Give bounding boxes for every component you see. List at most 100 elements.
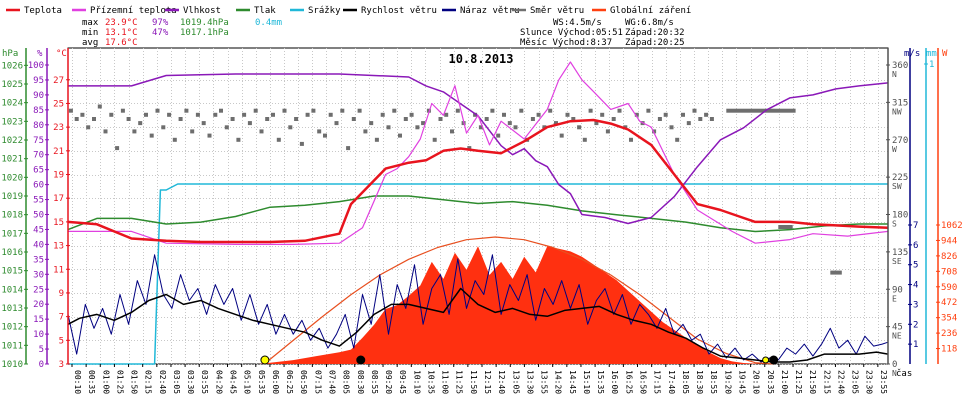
x-tick-label: 02:40 bbox=[158, 370, 167, 394]
x-tick-label: 01:25 bbox=[115, 370, 124, 394]
wind-direction-point bbox=[484, 117, 489, 121]
wind-direction-point bbox=[207, 133, 212, 138]
wind-direction-point bbox=[681, 112, 685, 117]
x-tick-label: 18:55 bbox=[709, 370, 718, 394]
axis-dir-compass: SW bbox=[892, 182, 902, 191]
legend-label: Srážky bbox=[308, 6, 341, 16]
axis-pct-tick-label: 45 bbox=[33, 225, 44, 235]
wind-direction-point bbox=[634, 112, 639, 117]
legend: Teplota Přízemní teplota Vlhkost Tlak Srážky… bbox=[6, 6, 691, 16]
x-tick-label: 18:05 bbox=[681, 370, 690, 394]
x-tick-label: 00:35 bbox=[87, 370, 96, 394]
wind-direction-point bbox=[92, 117, 96, 121]
axis-hpa-tick-label: 1025 bbox=[1, 80, 23, 90]
wind-direction-point bbox=[594, 121, 599, 126]
wind-direction-point bbox=[675, 137, 680, 142]
x-tick-label: 18:30 bbox=[695, 370, 704, 394]
axis-pct-tick-label: 95 bbox=[33, 76, 44, 86]
wind-direction-point bbox=[317, 129, 322, 134]
axis-wind-tick-label: 2 bbox=[913, 320, 918, 330]
x-tick-label: 16:50 bbox=[639, 370, 648, 394]
summary-value: min bbox=[82, 28, 98, 38]
wind-direction-point bbox=[219, 108, 223, 113]
wind-direction-point bbox=[305, 112, 310, 117]
legend-label: Teplota bbox=[24, 6, 62, 16]
x-tick-label: 01:00 bbox=[101, 370, 110, 394]
wind-direction-point bbox=[97, 104, 102, 109]
axis-dir-tick-label: 0 bbox=[892, 360, 897, 370]
axis-temp-tick-label: 3 bbox=[59, 360, 64, 370]
x-tick-label: 19:45 bbox=[737, 370, 746, 394]
x-tick-label: 06:00 bbox=[271, 370, 280, 394]
legend-label: Vlhkost bbox=[183, 6, 221, 16]
wind-direction-point bbox=[351, 117, 356, 121]
wind-direction-point bbox=[438, 117, 443, 121]
wind-direction-point bbox=[473, 112, 478, 117]
wind-direction-point bbox=[392, 108, 397, 113]
wind-direction-point bbox=[282, 108, 287, 113]
wind-direction-point bbox=[299, 141, 304, 146]
wind-direction-point bbox=[646, 108, 651, 113]
legend-label: Směr větru bbox=[530, 6, 584, 16]
axis-wind-tick-label: 1 bbox=[913, 340, 918, 350]
wind-direction-point bbox=[346, 146, 351, 151]
series-teplota bbox=[67, 118, 889, 244]
summary-value: 17.6°C bbox=[105, 38, 138, 48]
x-tick-label: 06:25 bbox=[285, 370, 294, 394]
summary-value: avg bbox=[82, 38, 98, 48]
wind-direction-point bbox=[103, 129, 108, 134]
series-tlak bbox=[67, 195, 888, 233]
x-tick-label: 21:50 bbox=[808, 370, 817, 394]
wind-direction-point bbox=[669, 125, 674, 130]
summary-value: 97% bbox=[152, 18, 169, 28]
wind-direction-point bbox=[629, 137, 633, 142]
axis-wind-tick-label: 6 bbox=[913, 241, 918, 251]
axis-wind-tick-label: 5 bbox=[913, 261, 918, 271]
wind-direction-point bbox=[144, 112, 148, 117]
axis-hpa-tick-label: 1021 bbox=[1, 155, 23, 165]
axis-hpa-tick-label: 1011 bbox=[1, 341, 23, 351]
wind-direction-point bbox=[167, 112, 172, 117]
axis-pct-tick-label: 10 bbox=[33, 330, 44, 340]
info-sun-rise: Slunce Východ:05:51 bbox=[520, 28, 623, 38]
summary-value: 23.9°C bbox=[105, 18, 138, 28]
x-tick-label: 03:05 bbox=[172, 370, 181, 394]
summary-value: 47% bbox=[152, 28, 169, 38]
wind-direction-point bbox=[334, 121, 339, 126]
axis-hpa-tick-label: 1016 bbox=[1, 248, 23, 258]
x-tick-label: 15:10 bbox=[582, 370, 591, 394]
wind-direction-point bbox=[611, 117, 616, 121]
wind-direction-point bbox=[467, 146, 472, 151]
axis-pct-tick-label: 5 bbox=[39, 345, 44, 355]
x-tick-label: 20:35 bbox=[766, 370, 775, 394]
wind-direction-point bbox=[253, 108, 258, 113]
info-moon-rise: Měsíc Východ:8:37 bbox=[520, 38, 612, 48]
wind-direction-point bbox=[288, 125, 293, 130]
wind-direction-point bbox=[698, 117, 703, 121]
wind-direction-point bbox=[455, 108, 460, 113]
x-tick-label: 03:55 bbox=[200, 370, 209, 394]
wind-direction-point bbox=[259, 129, 264, 134]
axis-hpa-unit: hPa bbox=[2, 49, 18, 59]
x-tick-label: 13:55 bbox=[540, 370, 549, 394]
x-tick-label: 04:45 bbox=[229, 370, 238, 394]
axis-temp-tick-label: 23 bbox=[53, 123, 64, 133]
wind-direction-point bbox=[80, 112, 85, 117]
wind-direction-point bbox=[577, 125, 582, 130]
legend-label: Globální záření bbox=[610, 6, 691, 16]
wind-direction-point bbox=[265, 117, 270, 121]
wind-direction-point bbox=[605, 129, 610, 134]
axis-temp-tick-label: 7 bbox=[59, 313, 64, 323]
x-tick-label: 17:15 bbox=[653, 370, 662, 394]
x-tick-label: 21:00 bbox=[780, 370, 789, 394]
wind-direction-point bbox=[542, 125, 547, 130]
axis-rad-unit: W bbox=[942, 49, 948, 59]
x-tick-label: 09:20 bbox=[384, 370, 393, 394]
x-tick-label: 17:40 bbox=[667, 370, 676, 394]
axis-pct-tick-label: 85 bbox=[33, 106, 44, 116]
axis-pct-unit: % bbox=[37, 49, 43, 59]
x-tick-label: 07:40 bbox=[327, 370, 336, 394]
x-tick-label: 08:55 bbox=[370, 370, 379, 394]
axis-temp-tick-label: 13 bbox=[53, 242, 64, 252]
x-tick-label: 20:10 bbox=[752, 370, 761, 394]
